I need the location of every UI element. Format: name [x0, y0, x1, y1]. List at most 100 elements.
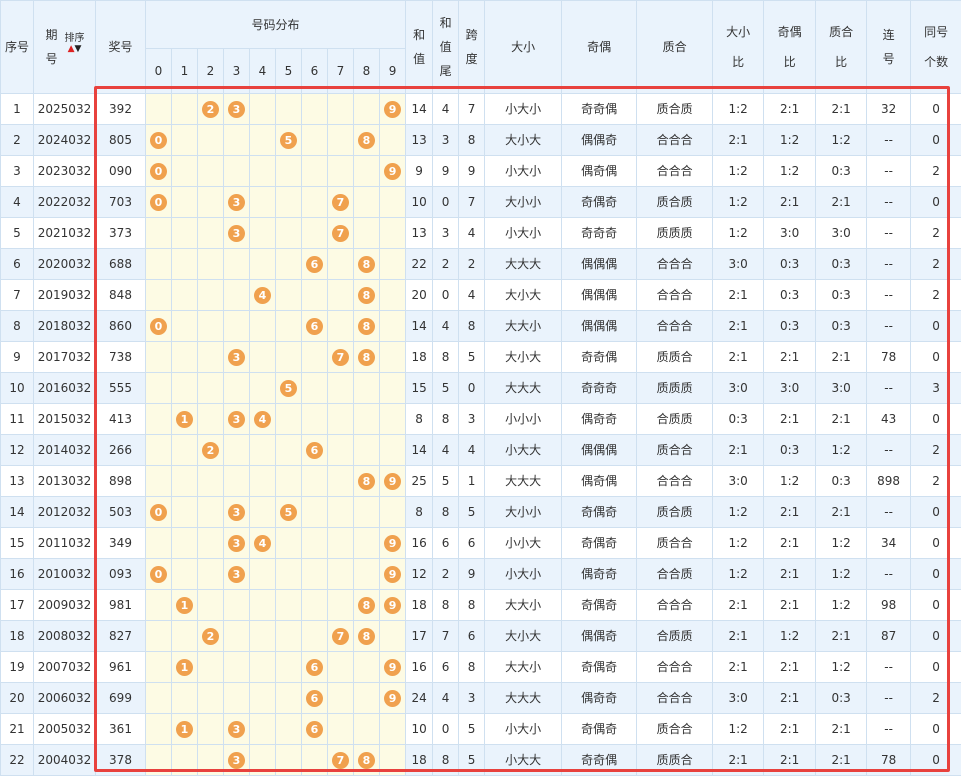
cell: 1:2 [815, 651, 868, 683]
header-cell: 跨度 [458, 0, 486, 94]
digit-cell [275, 341, 302, 373]
cell: 0:3 [763, 248, 817, 280]
cell: -- [866, 124, 912, 156]
digit-cell [275, 93, 302, 125]
cell: 1:2 [712, 93, 765, 125]
number-ball: 8 [358, 318, 375, 335]
cell: -- [866, 558, 912, 590]
cell: 0 [910, 744, 961, 776]
header-cell: 同号个数 [910, 0, 961, 94]
digit-cell [275, 403, 302, 435]
digit-cell [223, 651, 250, 683]
digit-cell [275, 682, 302, 714]
cell: 20 [0, 682, 34, 714]
cell: 奇奇偶 [561, 744, 638, 776]
digit-cell [327, 279, 354, 311]
cell: 1 [458, 465, 486, 497]
header-text: 奇偶比 [777, 25, 802, 69]
number-ball: 3 [228, 101, 245, 118]
cell: 2012032 [33, 496, 96, 528]
digit-cell [249, 93, 276, 125]
cell: 1:2 [712, 217, 765, 249]
cell: 2024032 [33, 124, 96, 156]
digit-cell: 9 [378, 465, 407, 497]
cell: 18 [0, 620, 34, 652]
cell: 6 [458, 620, 486, 652]
data-row: 12 2014032 266 2 6 14 4 4 小大大 偶偶偶 质合合 2:1 0:3 1:2 -- 2 [0, 434, 961, 466]
digit-cell [145, 372, 172, 404]
digit-cell [275, 310, 302, 342]
digit-cell [171, 341, 198, 373]
digit-cell [249, 744, 276, 776]
cell: 2:1 [763, 527, 817, 559]
cell: 合合合 [636, 589, 714, 621]
cell: 0 [432, 186, 460, 218]
digit-cell [145, 93, 172, 125]
number-ball: 2 [202, 628, 219, 645]
number-ball: 9 [384, 535, 402, 552]
digit-header: 6 [301, 48, 328, 94]
digit-cell: 3 [223, 527, 250, 559]
cell: 860 [95, 310, 146, 342]
digit-cell [197, 248, 224, 280]
cell: -- [866, 186, 912, 218]
digit-cell: 9 [378, 682, 407, 714]
digit-cell [275, 248, 302, 280]
cell: 6 [0, 248, 34, 280]
digit-cell [197, 403, 224, 435]
digit-cell [378, 713, 407, 745]
cell: 2020032 [33, 248, 96, 280]
digit-cell: 4 [249, 527, 276, 559]
cell: 0 [910, 310, 961, 342]
number-ball: 5 [280, 504, 297, 521]
cell: 7 [0, 279, 34, 311]
cell: 2:1 [763, 589, 817, 621]
cell: 2:1 [763, 744, 817, 776]
cell: 0 [910, 496, 961, 528]
sort-button[interactable]: 排序 ▲▼ [64, 33, 85, 54]
digit-cell [275, 186, 302, 218]
digit-cell: 0 [145, 186, 172, 218]
digit-cell: 0 [145, 310, 172, 342]
digit-cell: 8 [353, 620, 380, 652]
cell: 质合合 [636, 713, 714, 745]
number-ball: 9 [384, 690, 402, 707]
cell: 0:3 [763, 279, 817, 311]
cell: 4 [458, 279, 486, 311]
sort-text[interactable]: 排序 [64, 33, 85, 44]
cell: 32 [866, 93, 912, 125]
number-ball: 0 [150, 566, 167, 583]
digit-cell [171, 465, 198, 497]
cell: 7 [458, 186, 486, 218]
cell: 34 [866, 527, 912, 559]
digit-cell [171, 744, 198, 776]
digit-cell: 3 [223, 496, 250, 528]
digit-cell: 2 [197, 434, 224, 466]
cell: 3 [432, 217, 460, 249]
cell: 2006032 [33, 682, 96, 714]
cell: 2:1 [712, 341, 765, 373]
cell: 2:1 [815, 186, 868, 218]
cell: 2:1 [763, 713, 817, 745]
digit-cell [197, 589, 224, 621]
digit-cell [197, 558, 224, 590]
digit-cell [249, 310, 276, 342]
sort-arrows[interactable]: ▲▼ [67, 44, 82, 54]
digit-cell [145, 527, 172, 559]
digit-cell [327, 682, 354, 714]
header-cell: 序号 [0, 0, 34, 94]
cell: 0:3 [815, 465, 868, 497]
cell: 0:3 [763, 310, 817, 342]
cell: 8 [432, 403, 460, 435]
digit-cell [223, 124, 250, 156]
digit-cell: 6 [301, 682, 328, 714]
cell: 349 [95, 527, 146, 559]
cell: 2:1 [712, 124, 765, 156]
digit-cell [171, 124, 198, 156]
digit-cell [249, 558, 276, 590]
cell: 偶奇奇 [561, 403, 638, 435]
number-ball: 0 [150, 163, 167, 180]
digit-cell [353, 434, 380, 466]
cell: 10 [0, 372, 34, 404]
header-cell: 和值 [405, 0, 434, 94]
